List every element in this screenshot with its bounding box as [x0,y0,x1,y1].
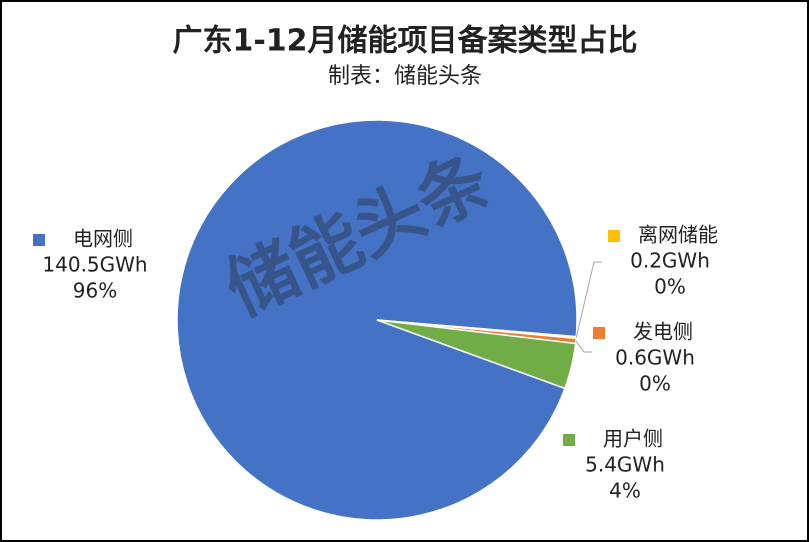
value-label: 5.4GWh [585,453,665,477]
category-label: 发电侧 [633,320,693,344]
legend-swatch [608,230,620,242]
category-label: 离网储能 [638,223,718,247]
category-label: 用户侧 [603,427,663,451]
leader-line [575,261,602,338]
labels: 电网侧140.5GWh96%离网储能0.2GWh0%发电侧0.6GWh0%用户侧… [33,223,718,503]
legend-swatch [563,434,575,446]
value-label: 0.6GWh [615,346,695,370]
percent-label: 96% [73,279,117,303]
percent-label: 0% [639,372,671,396]
category-label: 电网侧 [73,227,133,251]
pie-slice [376,319,577,390]
percent-label: 0% [654,275,686,299]
chart-title: 广东1-12月储能项目备案类型占比 [172,24,637,59]
percent-label: 4% [609,479,641,503]
value-label: 140.5GWh [42,253,147,277]
chart-subtitle: 制表：储能头条 [328,64,482,89]
value-label: 0.2GWh [630,249,710,273]
legend-swatch [33,234,45,246]
leader-line [575,340,592,353]
legend-swatch [593,327,605,339]
pie [176,119,578,521]
